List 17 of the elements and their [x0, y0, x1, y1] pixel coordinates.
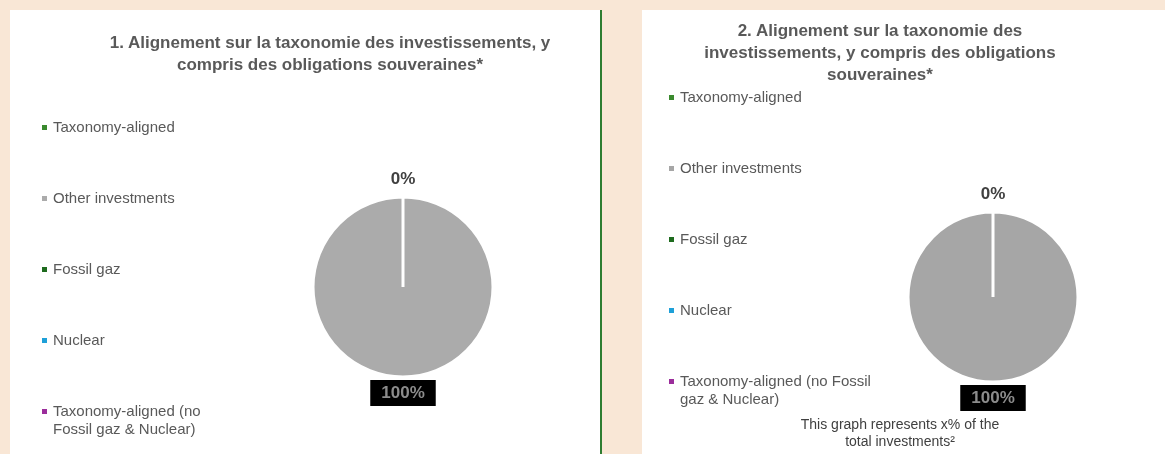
chart-title: 1. Alignement sur la taxonomie des investissements, y compris des obligations souveraines* — [108, 32, 552, 76]
legend-label: Nuclear — [680, 301, 732, 319]
legend-label: Taxonomy-aligned (no Fossil gaz & Nuclear) — [680, 372, 872, 408]
legend-label: Taxonomy-aligned — [680, 88, 802, 106]
text: 0% — [980, 183, 1006, 203]
legend-label: Taxonomy-aligned (no Fossil gaz & Nuclear) — [53, 402, 202, 438]
data-label: 100% — [971, 387, 1015, 407]
chart-title: 2. Alignement sur la taxonomie des investissements, y compris des obligations souveraines* — [703, 20, 1057, 86]
legend-label: Other investments — [680, 159, 802, 177]
legend-label: Taxonomy-aligned — [53, 118, 175, 136]
data-label: 100% — [381, 382, 425, 402]
legend-label: Fossil gaz — [53, 260, 121, 278]
text: 0% — [390, 168, 416, 188]
legend-label: Nuclear — [53, 331, 105, 349]
text: This graph represents x% of the total investments² — [800, 416, 1000, 450]
legend-label: Fossil gaz — [680, 230, 748, 248]
legend-label: Other investments — [53, 189, 175, 207]
